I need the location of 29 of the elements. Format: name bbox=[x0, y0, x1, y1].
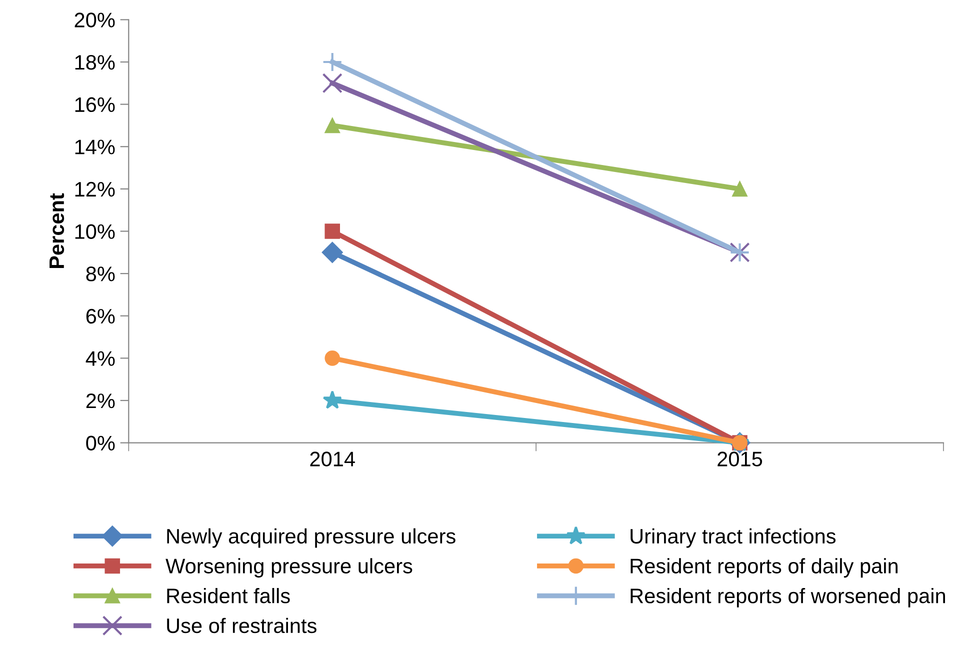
y-tick-label: 18% bbox=[75, 54, 115, 70]
legend-label: Resident reports of worsened pain bbox=[630, 588, 945, 608]
point bbox=[732, 181, 748, 197]
point bbox=[324, 224, 340, 239]
x-tick-label: 2015 bbox=[718, 452, 762, 466]
point bbox=[324, 350, 340, 366]
point bbox=[322, 242, 343, 263]
y-axis-title: Percent bbox=[50, 193, 64, 268]
y-tick-label: 20% bbox=[74, 12, 115, 28]
legend-label: Resident falls bbox=[167, 588, 290, 604]
y-tick-label: 8% bbox=[86, 266, 115, 282]
y-tick-label: 0% bbox=[86, 436, 115, 451]
point bbox=[322, 390, 342, 409]
y-tick-label: 16% bbox=[75, 97, 115, 112]
legend-label: Resident reports of daily pain bbox=[630, 558, 898, 578]
x-tick-label: 2014 bbox=[310, 452, 355, 466]
y-tick-label: 14% bbox=[75, 140, 115, 154]
legend-label: Newly acquired pressure ulcers bbox=[167, 528, 456, 548]
point bbox=[322, 73, 342, 94]
y-tick-label: 4% bbox=[86, 351, 115, 366]
y-tick-label: 6% bbox=[86, 308, 115, 324]
legend-label: Urinary tract infections bbox=[630, 528, 836, 548]
legend-label: Use of restraints bbox=[167, 618, 316, 634]
legend-label: Worsening pressure ulcers bbox=[166, 558, 412, 578]
y-tick-label: 2% bbox=[86, 393, 115, 408]
y-tick-label: 12% bbox=[75, 182, 115, 197]
point bbox=[322, 52, 342, 72]
y-tick-label: 10% bbox=[75, 224, 115, 239]
point bbox=[324, 118, 340, 134]
